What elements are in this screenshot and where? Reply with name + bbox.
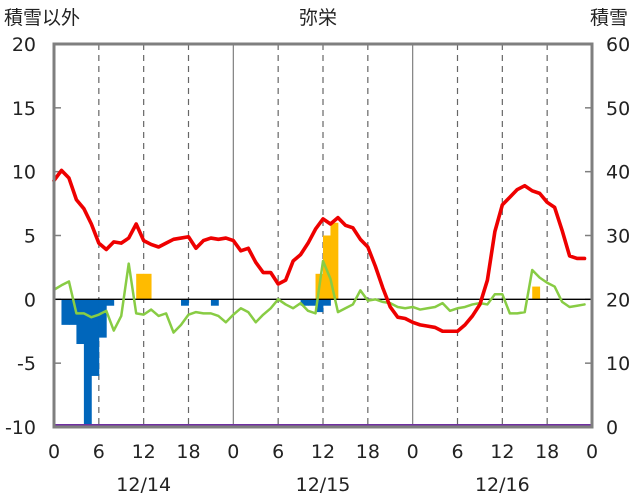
x-tick-label: 0 — [48, 441, 60, 463]
x-tick-label: 18 — [535, 441, 559, 463]
temp-change-bar — [323, 299, 331, 306]
x-tick-label: 6 — [272, 441, 284, 463]
precipitation-bar — [330, 222, 339, 300]
x-tick-label: 6 — [93, 441, 105, 463]
temp-change-bar — [106, 299, 115, 306]
temp-change-bar — [210, 299, 219, 306]
right-axis-label: 積雪 — [590, 7, 628, 29]
temp-change-bar — [98, 299, 107, 338]
snow-depth-line — [52, 259, 586, 334]
right-tick-label: 0 — [606, 417, 618, 439]
right-tick-label: 50 — [606, 98, 630, 120]
right-tick-label: 10 — [606, 353, 630, 375]
right-tick-label: 60 — [606, 34, 630, 56]
left-tick-label: -10 — [5, 417, 36, 439]
left-tick-label: 0 — [24, 289, 36, 311]
x-tick-label: 18 — [176, 441, 200, 463]
left-axis-label: 積雪以外 — [4, 7, 80, 29]
date-label: 12/15 — [296, 474, 351, 496]
temp-change-bar — [300, 299, 309, 306]
x-tick-label: 6 — [451, 441, 463, 463]
temp-change-bar — [83, 299, 92, 427]
right-tick-label: 20 — [606, 289, 630, 311]
plot-frame — [52, 42, 594, 429]
left-tick-label: 10 — [12, 162, 36, 184]
precipitation-bar — [532, 286, 541, 300]
x-tick-label: 0 — [227, 441, 239, 463]
left-tick-label: 5 — [24, 226, 36, 248]
temp-change-bar — [91, 299, 100, 376]
temp-change-bar — [68, 299, 77, 325]
temp-change-bar — [181, 299, 189, 306]
right-tick-label: 40 — [606, 162, 630, 184]
temp-change-bar — [76, 299, 85, 345]
precipitation-bar — [143, 273, 152, 300]
precipitation-bar — [136, 273, 145, 300]
date-label: 12/16 — [475, 474, 530, 496]
x-tick-label: 12 — [132, 441, 156, 463]
x-tick-label: 12 — [311, 441, 335, 463]
right-tick-label: 30 — [606, 226, 630, 248]
left-tick-label: 15 — [12, 98, 36, 120]
temp-change-bar — [308, 299, 316, 306]
left-tick-label: -5 — [17, 353, 36, 375]
date-label: 12/14 — [116, 474, 171, 496]
x-tick-label: 12 — [490, 441, 514, 463]
x-tick-label: 18 — [356, 441, 380, 463]
left-tick-label: 20 — [12, 34, 36, 56]
chart-title: 弥栄 — [299, 7, 337, 29]
temp-change-bar — [315, 299, 324, 313]
x-tick-label: 0 — [586, 441, 598, 463]
temp-change-bar — [61, 299, 70, 325]
x-tick-label: 0 — [407, 441, 419, 463]
temperature-line — [52, 168, 587, 334]
